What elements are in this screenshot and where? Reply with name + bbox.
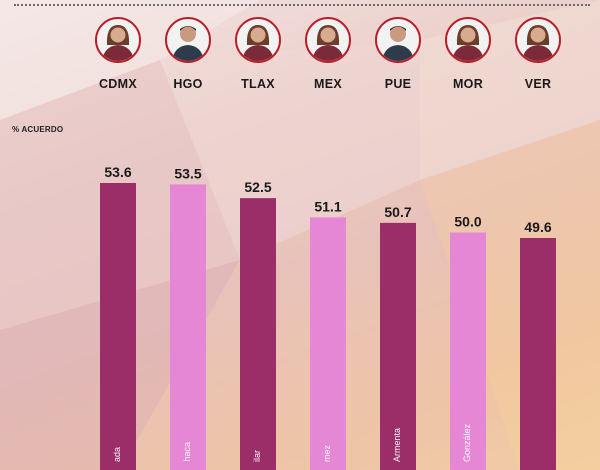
bar-pue — [380, 222, 416, 470]
value-label-mex: 51.1 — [314, 198, 341, 214]
man-avatar-icon — [375, 17, 421, 63]
bar-name-mex: mez — [322, 444, 332, 462]
woman-avatar-icon — [445, 17, 491, 63]
category-label-pue: PUE — [384, 77, 412, 91]
man-avatar-icon — [165, 17, 211, 63]
woman-avatar-icon — [235, 17, 281, 63]
bar-name-cdmx: ada — [112, 446, 122, 462]
category-label-mor: MOR — [452, 77, 484, 91]
bar-name-pue: Armenta — [392, 427, 402, 462]
top-dotted-divider — [14, 4, 590, 6]
value-label-pue: 50.7 — [384, 204, 411, 220]
bar-hgo — [170, 184, 206, 470]
category-label-mex: MEX — [314, 77, 342, 91]
bar-mor — [450, 232, 486, 470]
bar-tlax — [240, 198, 276, 470]
woman-avatar-icon — [515, 17, 561, 63]
bar-name-mor: González — [462, 423, 472, 462]
bar-name-tlax: ilar — [252, 449, 262, 462]
value-label-tlax: 52.5 — [244, 179, 271, 195]
value-label-cdmx: 53.6 — [104, 164, 131, 180]
value-label-hgo: 53.5 — [174, 165, 201, 181]
y-axis-label: % ACUERDO — [12, 125, 64, 134]
bar-name-hgo: haca — [182, 442, 192, 462]
bar-cdmx — [100, 183, 136, 470]
category-label-tlax: TLAX — [241, 77, 275, 91]
woman-avatar-icon — [305, 17, 351, 63]
value-label-ver: 49.6 — [524, 219, 551, 235]
category-label-ver: VER — [524, 77, 552, 91]
bar-ver — [520, 238, 556, 470]
bar-mex — [310, 217, 346, 470]
category-label-hgo: HGO — [173, 77, 203, 91]
woman-avatar-icon — [95, 17, 141, 63]
category-label-cdmx: CDMX — [98, 77, 137, 91]
value-label-mor: 50.0 — [454, 214, 481, 230]
